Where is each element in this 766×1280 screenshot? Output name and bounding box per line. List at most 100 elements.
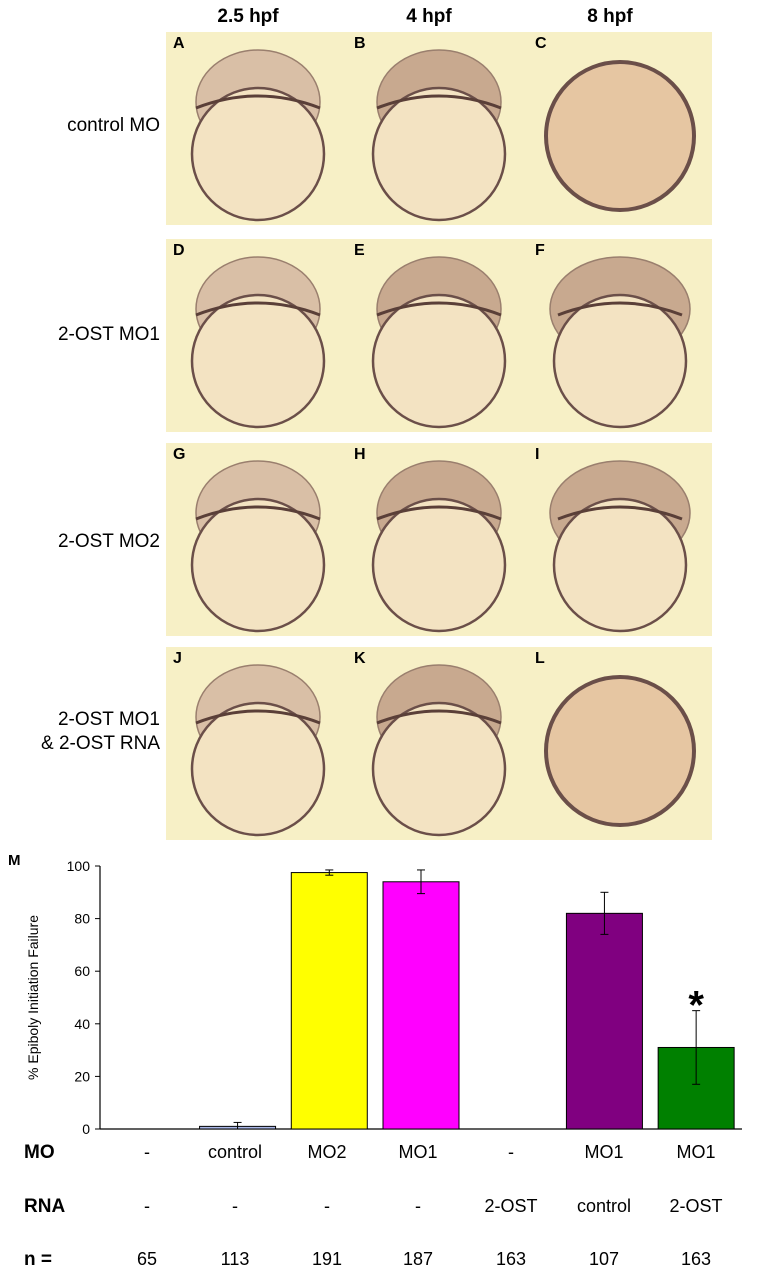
embryo-drawing bbox=[371, 664, 507, 837]
mo-cell: MO1 bbox=[398, 1142, 438, 1162]
row-label-2-ost-mo1: 2-OST MO1 bbox=[0, 323, 160, 347]
blastoderm-margin bbox=[557, 505, 683, 521]
rna-row-label: RNA bbox=[24, 1196, 66, 1217]
row-label-line: control MO bbox=[67, 115, 160, 136]
rna-cell: 2-OST bbox=[484, 1196, 538, 1216]
n-cell: 163 bbox=[495, 1249, 527, 1269]
rna-row: RNA - - - - 2-OST control 2-OST bbox=[0, 1196, 766, 1226]
rna-cell: - bbox=[232, 1196, 238, 1216]
panel-letter: G bbox=[173, 446, 186, 463]
embryo-sphere bbox=[544, 60, 696, 212]
n-cell: 191 bbox=[311, 1249, 343, 1269]
blastoderm-margin bbox=[195, 94, 321, 110]
panel-letter: D bbox=[173, 242, 185, 259]
blastoderm-margin bbox=[376, 94, 502, 110]
embryo-image-tile: I bbox=[528, 443, 712, 636]
embryo-image-tile: E bbox=[347, 239, 531, 432]
mo-cell: control bbox=[207, 1142, 263, 1162]
embryo-image-tile: J bbox=[166, 647, 350, 840]
yolk-cell bbox=[371, 293, 507, 429]
epiboly-bar-chart: 0 20 40 60 80 100 % Epiboly Initiation Failure… bbox=[25, 858, 742, 1137]
row-label-line: 2-OST MO2 bbox=[57, 531, 160, 552]
yolk-cell bbox=[371, 701, 507, 837]
rna-cell: - bbox=[415, 1196, 421, 1216]
mo-cell: - bbox=[144, 1142, 150, 1162]
row-label-2-ost-mo1-rna: 2-OST MO1 & 2-OST RNA bbox=[0, 708, 160, 756]
embryo-image-tile: C bbox=[528, 32, 712, 225]
panel-letter: J bbox=[173, 650, 182, 667]
embryo-drawing bbox=[549, 460, 691, 633]
column-header-8-hpf: 8 hpf bbox=[587, 6, 633, 27]
mo-row: MO - control MO2 MO1 - MO1 MO1 bbox=[0, 1142, 766, 1172]
bar bbox=[290, 872, 368, 1130]
rna-cell: 2-OST bbox=[669, 1196, 723, 1216]
embryo-image-tile: D bbox=[166, 239, 350, 432]
embryo-drawing bbox=[544, 675, 696, 827]
rna-cell: - bbox=[324, 1196, 330, 1216]
embryo-image-tile: L bbox=[528, 647, 712, 840]
panel-letter: K bbox=[354, 650, 366, 667]
n-cell: 107 bbox=[588, 1249, 620, 1269]
blastoderm-margin bbox=[557, 301, 683, 317]
blastoderm-margin bbox=[376, 709, 502, 725]
embryo-image-tile: B bbox=[347, 32, 531, 225]
blastoderm-margin bbox=[195, 709, 321, 725]
bar bbox=[565, 912, 643, 1130]
blastoderm-margin bbox=[195, 505, 321, 521]
column-header-4-hpf: 4 hpf bbox=[406, 6, 452, 27]
yolk-cell bbox=[190, 293, 326, 429]
panel-letter: H bbox=[354, 446, 366, 463]
embryo-image-tile: G bbox=[166, 443, 350, 636]
embryo-drawing bbox=[371, 256, 507, 429]
y-axis-label: % Epiboly Initiation Failure bbox=[25, 915, 41, 1080]
embryo-sphere bbox=[544, 675, 696, 827]
embryo-drawing bbox=[190, 664, 326, 837]
panel-label-m: M bbox=[8, 852, 21, 869]
mo-row-label: MO bbox=[24, 1142, 55, 1163]
row-label-line: 2-OST MO1 bbox=[57, 324, 160, 345]
row-label-2-ost-mo2: 2-OST MO2 bbox=[0, 530, 160, 554]
embryo-drawing bbox=[190, 256, 326, 429]
embryo-drawing bbox=[549, 256, 691, 429]
embryo-drawing bbox=[190, 49, 326, 222]
panel-letter: L bbox=[535, 650, 545, 667]
embryo-drawing bbox=[371, 49, 507, 222]
yolk-cell bbox=[190, 701, 326, 837]
blastoderm-margin bbox=[195, 301, 321, 317]
yolk-cell bbox=[190, 497, 326, 633]
n-cell: 113 bbox=[220, 1249, 250, 1269]
n-cell: 65 bbox=[136, 1249, 158, 1269]
embryo-drawing bbox=[371, 460, 507, 633]
y-tick-label: 100 bbox=[67, 858, 91, 874]
n-cell: 187 bbox=[402, 1249, 434, 1269]
rna-cell: - bbox=[144, 1196, 150, 1216]
panel-letter: F bbox=[535, 242, 545, 259]
panel-letter: I bbox=[535, 446, 540, 463]
mo-cell: MO1 bbox=[676, 1142, 716, 1162]
yolk-cell bbox=[371, 86, 507, 222]
yolk-cell bbox=[371, 497, 507, 633]
row-label-control-mo: control MO bbox=[0, 114, 160, 138]
column-header-2-5-hpf: 2.5 hpf bbox=[217, 6, 279, 27]
mo-cell: MO1 bbox=[584, 1142, 624, 1162]
n-row: n = 65 113 191 187 163 107 163 bbox=[0, 1249, 766, 1279]
y-tick-label: 40 bbox=[74, 1016, 90, 1032]
n-cell: 163 bbox=[680, 1249, 712, 1269]
row-label-line: 2-OST MO1 bbox=[57, 709, 160, 730]
embryo-drawing bbox=[190, 460, 326, 633]
significance-star: * bbox=[688, 984, 704, 1028]
bar bbox=[382, 881, 460, 1130]
y-tick-label: 20 bbox=[74, 1068, 90, 1084]
yolk-cell bbox=[190, 86, 326, 222]
embryo-drawing bbox=[544, 60, 696, 212]
y-tick-label: 80 bbox=[74, 911, 90, 927]
mo-cell: MO2 bbox=[307, 1142, 347, 1162]
panel-letter: B bbox=[354, 35, 366, 52]
panel-letter: C bbox=[535, 35, 547, 52]
n-row-label: n = bbox=[24, 1249, 52, 1270]
panel-letter: E bbox=[354, 242, 365, 259]
blastoderm-margin bbox=[376, 301, 502, 317]
embryo-image-tile: A bbox=[166, 32, 350, 225]
mo-cell: - bbox=[508, 1142, 514, 1162]
embryo-image-tile: H bbox=[347, 443, 531, 636]
